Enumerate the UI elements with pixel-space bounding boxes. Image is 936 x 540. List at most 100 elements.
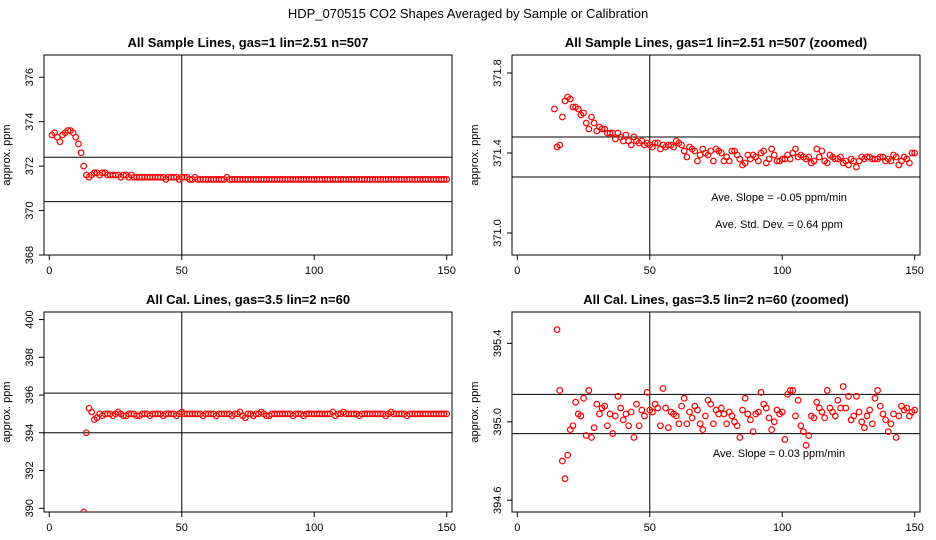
data-point bbox=[770, 151, 778, 159]
data-point bbox=[882, 416, 889, 424]
data-point bbox=[837, 153, 844, 161]
data-point bbox=[82, 429, 90, 437]
data-point bbox=[56, 138, 64, 146]
data-point bbox=[717, 149, 725, 157]
data-point bbox=[892, 434, 900, 441]
data-point bbox=[842, 404, 850, 412]
y-tick-label: 372 bbox=[24, 157, 36, 175]
y-tick-label: 371.0 bbox=[492, 219, 504, 247]
x-tick-label: 100 bbox=[305, 265, 323, 277]
data-point bbox=[818, 408, 826, 416]
y-tick-label: 395.0 bbox=[492, 408, 504, 436]
data-point bbox=[633, 400, 640, 408]
data-point bbox=[792, 412, 799, 420]
data-point bbox=[831, 412, 839, 420]
data-point bbox=[588, 113, 595, 121]
data-point bbox=[911, 406, 919, 414]
data-point bbox=[440, 176, 448, 183]
x-tick-label: 0 bbox=[514, 522, 520, 534]
data-point bbox=[686, 408, 693, 416]
x-tick-label: 50 bbox=[644, 265, 656, 277]
y-tick-label: 374 bbox=[24, 112, 36, 130]
x-tick-label: 0 bbox=[514, 265, 520, 277]
panel-title: All Sample Lines, gas=1 lin=2.51 n=507 bbox=[128, 35, 369, 50]
data-point bbox=[582, 119, 590, 127]
data-point bbox=[556, 141, 564, 149]
data-point bbox=[635, 422, 643, 430]
data-point bbox=[561, 475, 569, 483]
data-point bbox=[585, 387, 593, 394]
data-point bbox=[800, 428, 807, 436]
data-point bbox=[558, 457, 566, 465]
data-point bbox=[887, 157, 895, 165]
y-tick-label: 370 bbox=[24, 201, 36, 219]
data-point bbox=[688, 414, 696, 422]
data-point bbox=[786, 387, 794, 394]
data-point bbox=[723, 420, 730, 428]
data-point bbox=[694, 157, 701, 165]
data-point bbox=[834, 396, 842, 404]
data-point bbox=[678, 141, 685, 149]
data-point bbox=[611, 412, 619, 420]
data-point bbox=[887, 420, 895, 428]
data-point bbox=[778, 155, 786, 163]
data-point bbox=[88, 408, 96, 416]
data-point bbox=[678, 402, 685, 410]
y-tick-label: 400 bbox=[24, 310, 36, 328]
data-point bbox=[876, 402, 884, 410]
data-point bbox=[895, 412, 903, 420]
data-point bbox=[654, 404, 662, 412]
y-tick-label: 394 bbox=[24, 424, 36, 442]
data-point bbox=[860, 424, 868, 432]
data-point bbox=[680, 394, 688, 402]
data-point bbox=[728, 147, 736, 155]
x-tick-label: 150 bbox=[906, 265, 924, 277]
data-point bbox=[577, 412, 585, 420]
data-point bbox=[649, 408, 656, 416]
data-point bbox=[588, 434, 595, 441]
chart-panel-4: All Cal. Lines, gas=3.5 lin=2 n=60 (zoom… bbox=[469, 292, 924, 534]
data-point bbox=[556, 387, 564, 394]
data-point bbox=[593, 400, 601, 408]
data-points bbox=[550, 93, 919, 171]
data-point bbox=[596, 410, 603, 418]
data-point bbox=[810, 414, 818, 422]
y-tick-label: 396 bbox=[24, 386, 36, 404]
data-point bbox=[72, 133, 80, 141]
annotation: Ave. Slope = 0.03 ppm/min bbox=[713, 448, 845, 460]
y-axis-label: approx. ppm bbox=[1, 381, 13, 442]
x-tick-label: 100 bbox=[773, 522, 791, 534]
y-tick-label: 371.8 bbox=[492, 59, 504, 87]
x-tick-label: 100 bbox=[773, 265, 791, 277]
data-point bbox=[760, 147, 768, 155]
data-point bbox=[911, 149, 919, 157]
panel-title: All Sample Lines, gas=1 lin=2.51 n=507 (… bbox=[565, 35, 867, 50]
data-point bbox=[717, 404, 725, 412]
data-point bbox=[765, 414, 773, 422]
data-point bbox=[566, 95, 574, 103]
data-point bbox=[908, 149, 916, 157]
data-point bbox=[754, 408, 762, 416]
data-point bbox=[609, 430, 617, 437]
data-point bbox=[77, 149, 85, 157]
data-point bbox=[765, 155, 773, 163]
data-point bbox=[672, 412, 680, 420]
data-point bbox=[625, 422, 632, 430]
data-point bbox=[821, 414, 829, 422]
data-point bbox=[876, 153, 884, 161]
x-tick-label: 50 bbox=[176, 265, 188, 277]
y-axis-label: approx. ppm bbox=[469, 124, 481, 185]
x-tick-label: 0 bbox=[46, 265, 52, 277]
x-tick-label: 150 bbox=[438, 522, 456, 534]
data-point bbox=[749, 428, 757, 436]
data-point bbox=[656, 422, 664, 430]
data-point bbox=[638, 406, 646, 414]
data-point bbox=[845, 161, 852, 169]
data-point bbox=[601, 402, 609, 410]
data-point bbox=[786, 155, 794, 163]
data-point bbox=[874, 387, 882, 394]
data-point bbox=[603, 422, 611, 430]
data-point bbox=[80, 508, 88, 512]
data-point bbox=[702, 412, 709, 420]
data-point bbox=[794, 396, 802, 404]
